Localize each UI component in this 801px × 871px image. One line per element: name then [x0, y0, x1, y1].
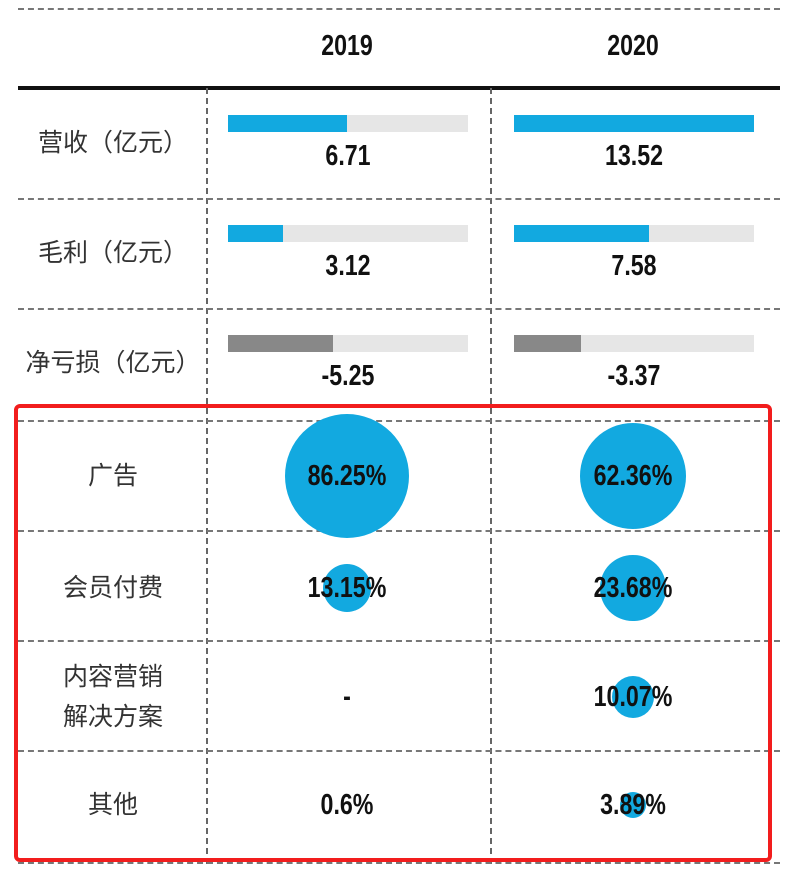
header-rule: [18, 86, 780, 90]
column-header-2020: 2020: [607, 30, 659, 62]
bar-track: [228, 115, 468, 132]
bar-value: 13.52: [604, 140, 664, 172]
bar-value: 3.12: [325, 250, 371, 282]
share-value: 0.6%: [320, 789, 374, 821]
bar-fill: [514, 225, 649, 242]
share-bubble: [322, 563, 372, 613]
bar-value: -5.25: [321, 360, 375, 392]
share-bubble: [611, 675, 655, 719]
column-divider: [206, 88, 208, 864]
row-divider: [18, 640, 780, 642]
bar-fill: [228, 335, 333, 352]
bar-value: 7.58: [611, 250, 657, 282]
bar-value: 6.71: [325, 140, 371, 172]
bar-fill: [228, 225, 284, 242]
row-label: 营收（亿元）: [37, 128, 188, 157]
share-value: 3.89%: [600, 789, 666, 821]
row-divider: [18, 420, 780, 422]
row-label: 会员付费: [62, 573, 163, 602]
top-divider: [18, 8, 780, 10]
share-value: -: [343, 681, 351, 713]
bar-fill: [514, 115, 754, 132]
share-value: 13.15%: [307, 572, 387, 604]
bar-track: [228, 225, 468, 242]
share-value: 23.68%: [593, 572, 673, 604]
share-bubble: [580, 423, 686, 529]
row-label: 广告: [87, 461, 138, 490]
bar-fill: [228, 115, 348, 132]
column-header-2019: 2019: [321, 30, 373, 62]
highlight-box: [14, 404, 772, 862]
bottom-divider: [18, 862, 780, 864]
row-label: 其他: [87, 790, 138, 819]
row-divider: [18, 198, 780, 200]
row-divider: [18, 530, 780, 532]
row-label: 净亏损（亿元）: [25, 348, 201, 377]
share-bubble: [600, 555, 666, 621]
bar-track: [514, 115, 754, 132]
column-divider: [490, 88, 492, 864]
row-label: 毛利（亿元）: [37, 238, 188, 267]
bar-fill: [514, 335, 582, 352]
bar-track: [514, 335, 754, 352]
row-label: 内容营销 解决方案: [62, 662, 163, 731]
bar-value: -3.37: [607, 360, 661, 392]
share-value: 62.36%: [593, 460, 673, 492]
share-bubble: [619, 791, 647, 819]
bar-track: [228, 335, 468, 352]
share-value: 10.07%: [593, 681, 673, 713]
bar-track: [514, 225, 754, 242]
row-divider: [18, 308, 780, 310]
share-bubble: [284, 413, 410, 539]
share-value: 86.25%: [307, 460, 387, 492]
row-divider: [18, 750, 780, 752]
